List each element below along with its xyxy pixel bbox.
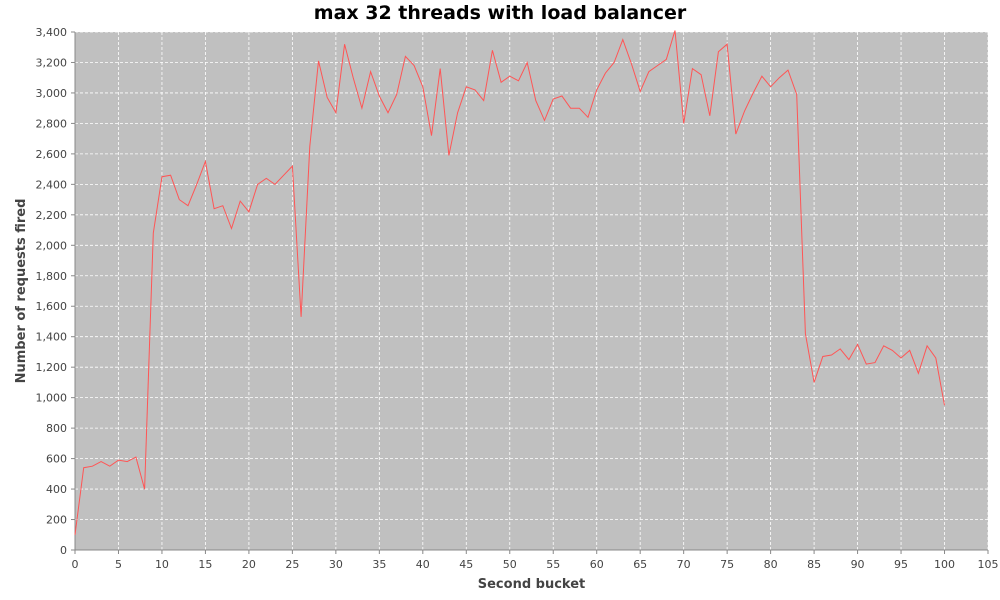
x-tick-label: 5 — [115, 558, 122, 571]
y-axis-label: Number of requests fired — [14, 199, 29, 384]
y-tick-label: 200 — [46, 514, 67, 527]
y-tick-label: 0 — [60, 544, 67, 557]
x-tick-label: 30 — [329, 558, 343, 571]
y-tick-label: 3,000 — [36, 87, 68, 100]
y-tick-label: 1,000 — [36, 392, 68, 405]
y-tick-label: 2,200 — [36, 209, 68, 222]
x-tick-label: 35 — [372, 558, 386, 571]
chart-title: max 32 threads with load balancer — [313, 2, 687, 24]
x-tick-label: 105 — [978, 558, 999, 571]
x-axis-label: Second bucket — [478, 577, 586, 592]
x-tick-label: 70 — [677, 558, 691, 571]
axes — [71, 31, 989, 554]
y-tick-label: 600 — [46, 453, 67, 466]
y-tick-label: 2,600 — [36, 148, 68, 161]
x-tick-label: 80 — [764, 558, 778, 571]
y-tick-label: 1,200 — [36, 361, 68, 374]
x-tick-label: 85 — [807, 558, 821, 571]
x-tick-label: 75 — [720, 558, 734, 571]
x-tick-label: 65 — [633, 558, 647, 571]
plot-area — [75, 32, 988, 550]
x-tick-label: 100 — [934, 558, 955, 571]
y-tick-label: 3,400 — [36, 26, 68, 39]
x-tick-label: 0 — [72, 558, 79, 571]
x-tick-label: 40 — [416, 558, 430, 571]
grid-lines — [75, 31, 989, 550]
series-line — [74, 30, 945, 535]
series-layer — [74, 30, 945, 535]
y-tick-label: 2,000 — [36, 239, 68, 252]
x-tick-label: 95 — [894, 558, 908, 571]
y-tick-label: 1,600 — [36, 300, 68, 313]
x-tick-label: 50 — [503, 558, 517, 571]
tick-labels: 0 5 10 15 20 25 30 35 40 45 50 55 60 65 70 75 80 85 90 95 10… — [36, 26, 999, 571]
y-tick-label: 1,800 — [36, 270, 68, 283]
x-tick-label: 90 — [851, 558, 865, 571]
x-tick-label: 60 — [590, 558, 604, 571]
y-tick-label: 800 — [46, 422, 67, 435]
x-tick-label: 20 — [242, 558, 256, 571]
x-tick-label: 25 — [285, 558, 299, 571]
x-tick-label: 45 — [459, 558, 473, 571]
x-tick-label: 55 — [546, 558, 560, 571]
y-tick-label: 2,800 — [36, 117, 68, 130]
y-tick-label: 3,200 — [36, 56, 68, 69]
x-tick-label: 10 — [155, 558, 169, 571]
y-tick-label: 1,400 — [36, 331, 68, 344]
y-tick-label: 2,400 — [36, 178, 68, 191]
x-tick-label: 15 — [198, 558, 212, 571]
y-tick-label: 400 — [46, 483, 67, 496]
